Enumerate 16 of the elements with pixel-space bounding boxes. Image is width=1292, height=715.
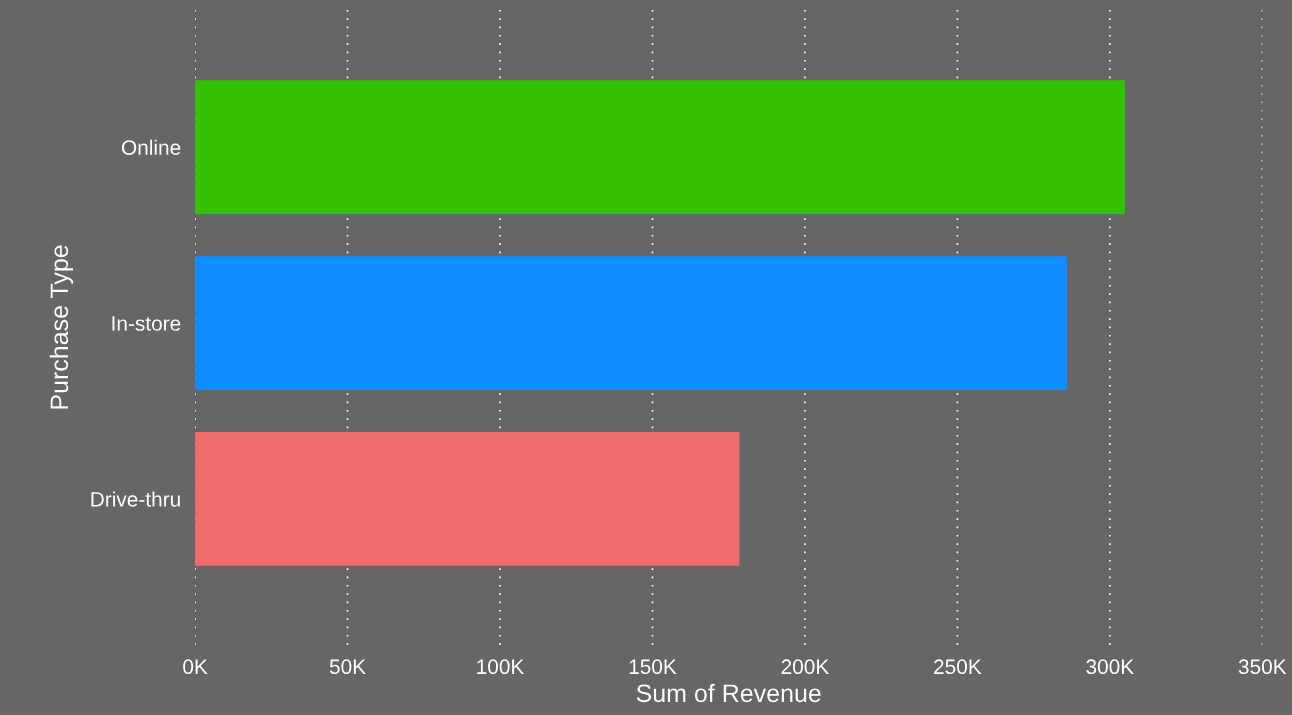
x-tick-label: 100K (477, 659, 525, 675)
bar (195, 256, 1068, 390)
x-tick-label: 150K (629, 659, 677, 675)
y-tick-label: Drive-thru (91, 491, 180, 507)
bar (195, 80, 1126, 215)
x-tick-label: 350K (1238, 659, 1287, 675)
x-tick-label: 200K (781, 659, 830, 675)
y-axis-title: Purchase Type (49, 245, 74, 409)
y-tick-label: In-store (112, 316, 181, 331)
bar (195, 432, 740, 566)
x-tick-label: 250K (934, 659, 982, 675)
x-tick-label: 50K (329, 659, 366, 675)
x-axis-title: Sum of Revenue (636, 683, 821, 703)
x-tick-label: 0K (183, 659, 208, 675)
x-tick-label: 300K (1086, 659, 1134, 675)
y-tick-label: Online (121, 139, 181, 155)
